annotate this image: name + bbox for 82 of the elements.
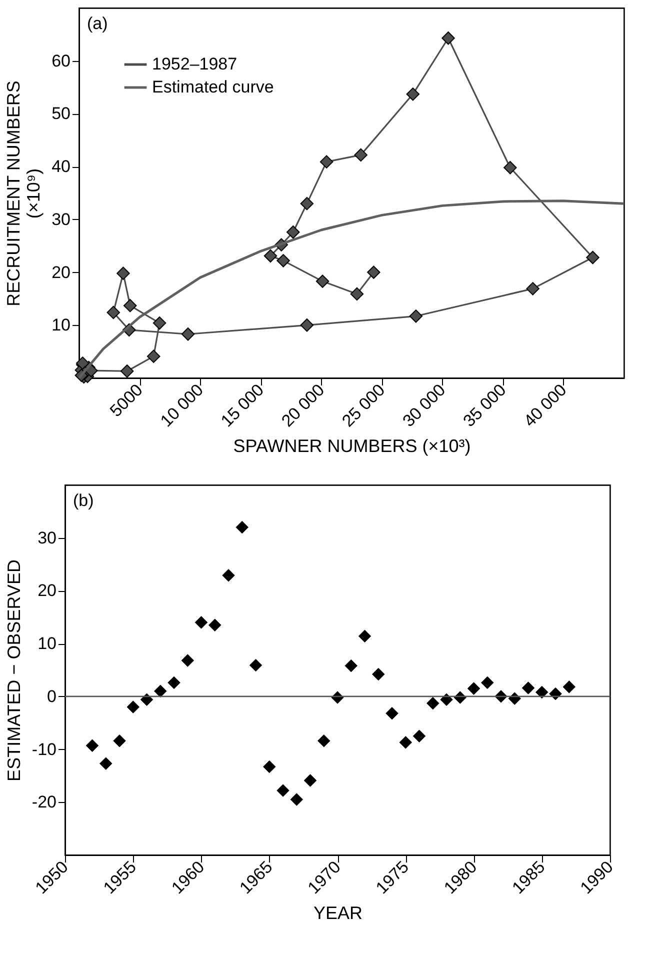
point xyxy=(154,684,167,698)
point xyxy=(409,310,423,323)
x-tick-label: 20 000 xyxy=(278,380,328,431)
point xyxy=(522,682,535,694)
y-tick-label: -10 xyxy=(32,740,56,759)
point xyxy=(399,736,412,749)
point xyxy=(304,774,317,787)
point xyxy=(354,148,368,162)
y-tick-label: 20 xyxy=(52,262,70,282)
legend-label: 1952–1987 xyxy=(152,54,238,74)
y-tick-label: 60 xyxy=(52,51,70,70)
point xyxy=(286,225,300,239)
point xyxy=(290,793,303,806)
point xyxy=(276,784,290,797)
point xyxy=(562,680,576,694)
point xyxy=(344,659,358,672)
point xyxy=(350,287,364,301)
y-tick-label: 30 xyxy=(38,528,56,548)
point xyxy=(440,693,453,706)
y-tick-label: 0 xyxy=(47,686,56,706)
y-tick-label: 50 xyxy=(52,104,70,124)
point xyxy=(152,316,166,330)
x-tick-label: 10 000 xyxy=(156,380,207,431)
y-tick-label: -20 xyxy=(32,792,56,812)
point xyxy=(100,757,112,770)
x-tick-label: 40 000 xyxy=(520,380,570,431)
point xyxy=(549,687,562,700)
point xyxy=(123,298,137,312)
annotation: (a) xyxy=(87,14,108,33)
point xyxy=(146,350,160,363)
point xyxy=(181,654,194,667)
point xyxy=(536,686,548,699)
x-tick-label: 25 000 xyxy=(338,380,389,431)
point xyxy=(426,696,440,710)
point xyxy=(467,682,480,695)
point xyxy=(140,693,154,706)
y-tick-label: 20 xyxy=(38,581,56,600)
y-tick-label: 30 xyxy=(52,210,70,229)
point xyxy=(300,318,314,332)
annotation: (b) xyxy=(73,491,94,510)
point xyxy=(194,616,208,629)
point xyxy=(168,676,180,690)
point xyxy=(300,196,314,210)
x-tick-label: 35 000 xyxy=(460,380,510,431)
point xyxy=(263,760,276,774)
point xyxy=(504,161,517,174)
point xyxy=(276,254,290,268)
point xyxy=(249,658,262,672)
point xyxy=(412,730,426,742)
point xyxy=(181,328,195,341)
point xyxy=(318,734,330,748)
point xyxy=(526,282,540,296)
point xyxy=(320,155,334,168)
y-axis-title: RECRUITMENT NUMBERS (×10⁹) xyxy=(4,80,44,306)
point xyxy=(442,32,455,45)
point xyxy=(113,734,126,748)
point xyxy=(106,306,120,320)
point xyxy=(264,249,278,263)
point xyxy=(316,274,330,288)
point xyxy=(406,88,420,101)
y-axis-title: ESTIMATED − OBSERVED xyxy=(4,560,24,782)
legend-label: Estimated curve xyxy=(152,78,274,96)
y-tick-label: 40 xyxy=(52,157,70,176)
y-tick-label: 10 xyxy=(38,634,56,654)
point xyxy=(358,630,372,643)
x-tick-label: 30 000 xyxy=(398,380,450,431)
x-tick-label: 15 000 xyxy=(217,380,268,431)
point xyxy=(222,569,235,582)
point xyxy=(86,739,99,752)
point xyxy=(236,520,248,534)
point xyxy=(367,266,380,279)
point xyxy=(372,668,385,681)
point xyxy=(208,618,222,632)
point xyxy=(126,700,140,714)
point xyxy=(481,676,494,690)
point xyxy=(120,364,134,378)
y-tick-label: 10 xyxy=(52,316,70,335)
x-axis-title: SPAWNER NUMBERS (×10³) xyxy=(233,436,471,456)
point xyxy=(116,266,130,280)
x-axis-title: YEAR xyxy=(313,902,363,923)
point xyxy=(586,250,600,264)
point xyxy=(386,706,398,720)
